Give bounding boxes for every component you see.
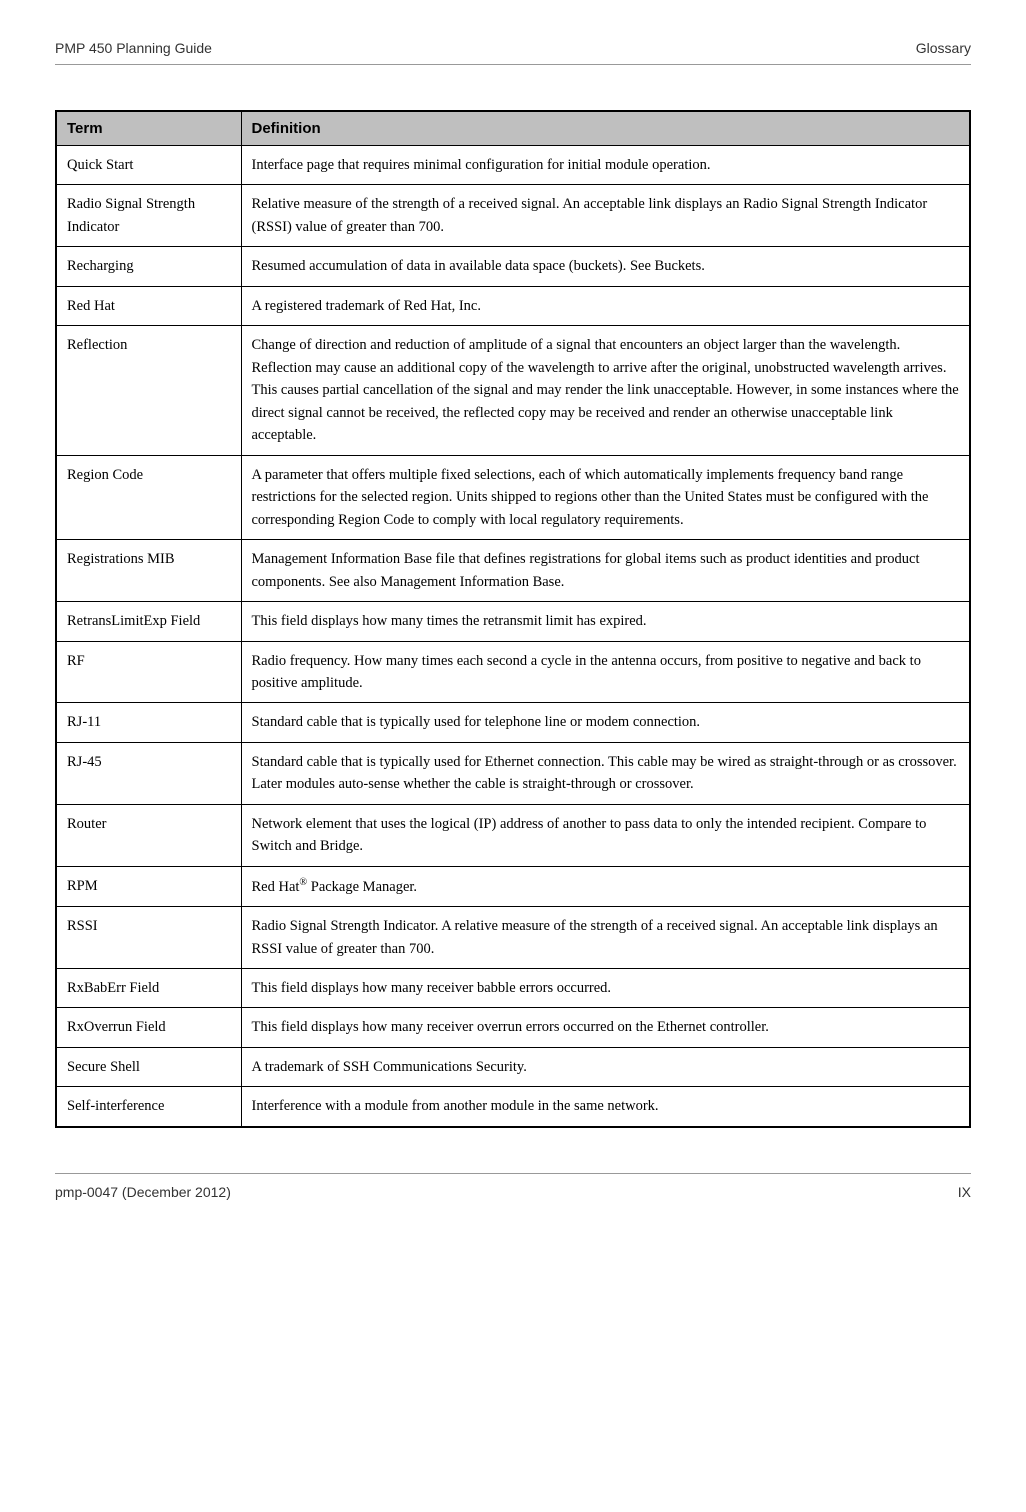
definition-cell: Relative measure of the strength of a re… xyxy=(241,185,970,247)
document-page: PMP 450 Planning Guide Glossary Term Def… xyxy=(0,0,1026,1230)
definition-cell: Standard cable that is typically used fo… xyxy=(241,703,970,742)
term-cell: RSSI xyxy=(56,907,241,969)
definition-cell: Management Information Base file that de… xyxy=(241,540,970,602)
term-cell: Secure Shell xyxy=(56,1047,241,1086)
page-footer: pmp-0047 (December 2012) IX xyxy=(55,1173,971,1200)
term-cell: Router xyxy=(56,804,241,866)
definition-cell: Change of direction and reduction of amp… xyxy=(241,326,970,455)
definition-cell: This field displays how many times the r… xyxy=(241,602,970,641)
term-cell: RxBabErr Field xyxy=(56,969,241,1008)
term-cell: RxOverrun Field xyxy=(56,1008,241,1047)
term-cell: Red Hat xyxy=(56,286,241,325)
table-header-row: Term Definition xyxy=(56,111,970,146)
term-cell: RJ-45 xyxy=(56,742,241,804)
term-cell: Recharging xyxy=(56,247,241,286)
table-row: Registrations MIBManagement Information … xyxy=(56,540,970,602)
definition-cell: Resumed accumulation of data in availabl… xyxy=(241,247,970,286)
definition-cell: Interference with a module from another … xyxy=(241,1087,970,1127)
table-row: Self-interferenceInterference with a mod… xyxy=(56,1087,970,1127)
term-cell: RetransLimitExp Field xyxy=(56,602,241,641)
table-row: RPMRed Hat® Package Manager. xyxy=(56,866,970,906)
table-row: RSSIRadio Signal Strength Indicator. A r… xyxy=(56,907,970,969)
term-cell: Reflection xyxy=(56,326,241,455)
glossary-table: Term Definition Quick StartInterface pag… xyxy=(55,110,971,1128)
definition-cell: Standard cable that is typically used fo… xyxy=(241,742,970,804)
definition-cell: This field displays how many receiver ov… xyxy=(241,1008,970,1047)
definition-cell: Interface page that requires minimal con… xyxy=(241,146,970,185)
definition-cell: Radio Signal Strength Indicator. A relat… xyxy=(241,907,970,969)
term-cell: RPM xyxy=(56,866,241,906)
table-row: RetransLimitExp FieldThis field displays… xyxy=(56,602,970,641)
table-row: RouterNetwork element that uses the logi… xyxy=(56,804,970,866)
term-cell: Region Code xyxy=(56,455,241,539)
table-row: RJ-11Standard cable that is typically us… xyxy=(56,703,970,742)
table-row: Quick StartInterface page that requires … xyxy=(56,146,970,185)
definition-cell: Red Hat® Package Manager. xyxy=(241,866,970,906)
table-row: Radio Signal Strength IndicatorRelative … xyxy=(56,185,970,247)
header-left: PMP 450 Planning Guide xyxy=(55,40,212,56)
term-cell: RF xyxy=(56,641,241,703)
page-header: PMP 450 Planning Guide Glossary xyxy=(55,40,971,65)
table-row: Red HatA registered trademark of Red Hat… xyxy=(56,286,970,325)
table-row: RxOverrun FieldThis field displays how m… xyxy=(56,1008,970,1047)
term-header: Term xyxy=(56,111,241,146)
header-right: Glossary xyxy=(916,40,971,56)
term-cell: Quick Start xyxy=(56,146,241,185)
table-row: RJ-45Standard cable that is typically us… xyxy=(56,742,970,804)
term-cell: Self-interference xyxy=(56,1087,241,1127)
table-row: Region CodeA parameter that offers multi… xyxy=(56,455,970,539)
definition-cell: A parameter that offers multiple fixed s… xyxy=(241,455,970,539)
definition-cell: Network element that uses the logical (I… xyxy=(241,804,970,866)
term-cell: RJ-11 xyxy=(56,703,241,742)
table-row: RechargingResumed accumulation of data i… xyxy=(56,247,970,286)
table-row: ReflectionChange of direction and reduct… xyxy=(56,326,970,455)
table-row: RFRadio frequency. How many times each s… xyxy=(56,641,970,703)
term-cell: Registrations MIB xyxy=(56,540,241,602)
definition-cell: Radio frequency. How many times each sec… xyxy=(241,641,970,703)
definition-cell: A registered trademark of Red Hat, Inc. xyxy=(241,286,970,325)
definition-cell: A trademark of SSH Communications Securi… xyxy=(241,1047,970,1086)
footer-left: pmp-0047 (December 2012) xyxy=(55,1184,231,1200)
table-row: Secure ShellA trademark of SSH Communica… xyxy=(56,1047,970,1086)
definition-header: Definition xyxy=(241,111,970,146)
table-row: RxBabErr FieldThis field displays how ma… xyxy=(56,969,970,1008)
footer-right: IX xyxy=(958,1184,971,1200)
definition-cell: This field displays how many receiver ba… xyxy=(241,969,970,1008)
term-cell: Radio Signal Strength Indicator xyxy=(56,185,241,247)
